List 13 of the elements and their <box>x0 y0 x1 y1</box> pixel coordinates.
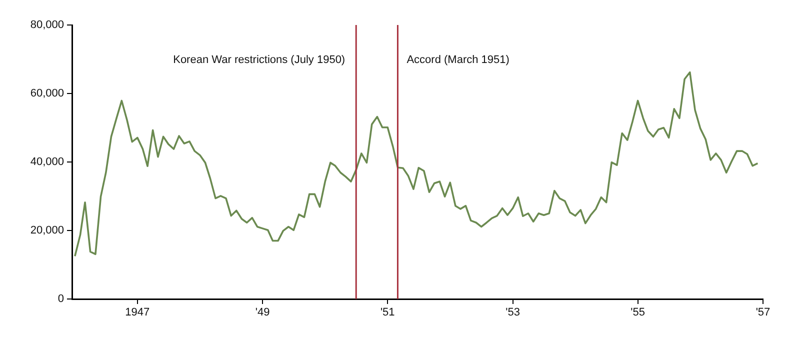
x-tick-label: '57 <box>756 306 770 319</box>
y-tick-label: 60,000 <box>30 88 64 100</box>
x-tick-label: '51 <box>380 306 395 319</box>
x-tick-label: 1947 <box>125 306 150 319</box>
ref-line-label: Accord (March 1951) <box>406 54 510 66</box>
x-tick-label: '53 <box>506 306 520 319</box>
y-tick-label: 80,000 <box>30 19 64 32</box>
x-tick-label: '55 <box>630 306 645 319</box>
y-tick-label: 20,000 <box>30 224 64 237</box>
ref-line-label: Korean War restrictions (July 1950) <box>173 54 346 66</box>
y-tick-label: 0 <box>58 293 64 306</box>
y-tick-label: 40,000 <box>30 156 64 168</box>
x-tick-label: '49 <box>255 306 270 319</box>
